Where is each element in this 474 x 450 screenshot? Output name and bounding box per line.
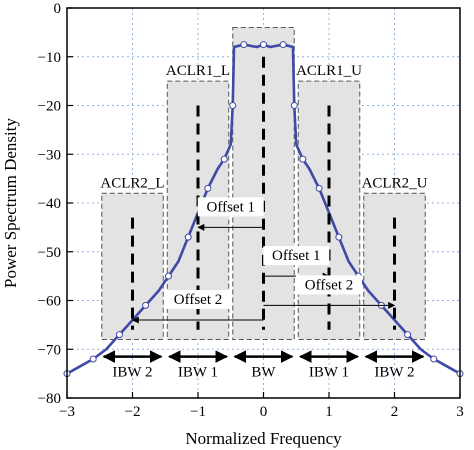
x-tick-label: 3 — [456, 404, 464, 420]
offset-label: Offset 2 — [305, 277, 353, 293]
y-axis-title: Power Spectrum Density — [1, 118, 20, 288]
bandwidth-label: BW — [251, 365, 276, 381]
x-tick-label: −3 — [59, 404, 75, 420]
bandwidth-arrows: IBW 2 IBW 1 BW IBW 1 IBW 2 — [102, 350, 425, 381]
psd-point — [430, 355, 438, 363]
psd-point — [142, 301, 150, 309]
aclr-region-label: ACLR1_U — [296, 63, 362, 79]
y-tick-label: −80 — [38, 391, 61, 407]
psd-point — [204, 184, 212, 192]
y-tick-label: −30 — [38, 147, 61, 163]
psd-point — [89, 355, 97, 363]
psd-point — [115, 331, 123, 339]
aclr-region-label: ACLR1_L — [166, 63, 230, 79]
y-tick-label: −20 — [38, 99, 61, 115]
y-tick-label: −50 — [38, 245, 61, 261]
y-tick-label: −40 — [38, 196, 61, 212]
x-axis-title: Normalized Frequency — [185, 429, 342, 448]
y-tick-label: 0 — [54, 1, 62, 17]
y-tick-label: −70 — [38, 342, 61, 358]
psd-point — [290, 102, 298, 109]
psd-point — [404, 331, 412, 339]
offset-label: Offset 1 — [207, 199, 255, 215]
psd-point — [315, 184, 323, 192]
y-tick-label: −60 — [38, 294, 61, 310]
psd-point — [220, 155, 228, 163]
psd-point — [184, 233, 192, 241]
offset-label-bg — [197, 197, 264, 217]
x-tick-label: 1 — [325, 404, 333, 420]
psd-point — [260, 41, 267, 49]
x-tick-label: 2 — [391, 404, 399, 420]
offset-label-bg — [296, 275, 362, 295]
aclr-region-label: ACLR2_L — [100, 175, 164, 191]
bandwidth-label: IBW 2 — [374, 365, 414, 381]
bandwidth-label: IBW 1 — [178, 365, 218, 381]
psd-point — [165, 272, 173, 280]
offset-label-bg — [263, 246, 330, 266]
x-tick-label: 0 — [260, 404, 268, 420]
x-tick-label: −1 — [190, 404, 206, 420]
psd-point — [299, 155, 307, 163]
psd-point — [229, 102, 237, 109]
bandwidth-label: IBW 1 — [309, 365, 349, 381]
psd-point — [279, 41, 287, 49]
x-tick-label: −2 — [125, 404, 141, 420]
y-tick-label: −10 — [38, 50, 61, 66]
offset-arrows: Offset 1 Offset 1 Offset 2 Offset 2 — [131, 197, 396, 324]
offset-label-bg — [165, 290, 231, 309]
axis-ticks: −3 −2 −1 0 1 2 30−10−20−30−40−50−60−70−80 — [38, 1, 464, 420]
offset-label: Offset 2 — [174, 292, 222, 308]
bandwidth-label: IBW 2 — [112, 365, 152, 381]
offset-label: Offset 1 — [272, 248, 320, 264]
psd-point — [240, 41, 248, 49]
psd-point — [335, 233, 343, 241]
aclr-region-label: ACLR2_U — [362, 175, 428, 191]
